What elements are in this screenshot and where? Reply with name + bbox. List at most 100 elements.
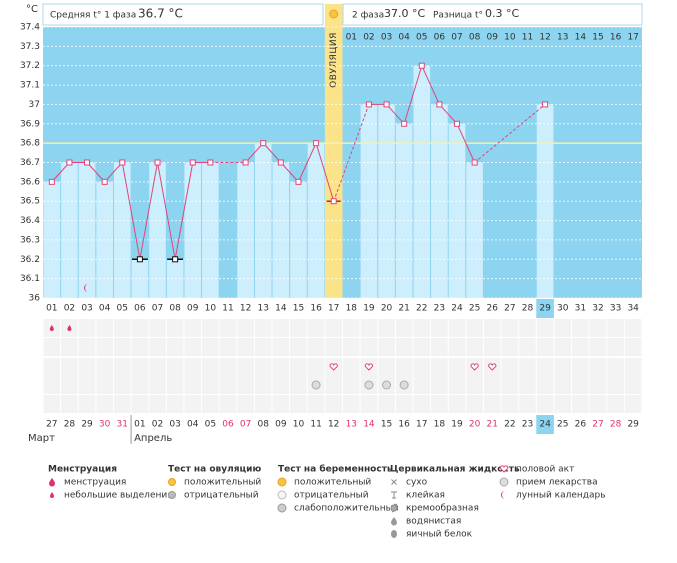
cycle-day-label: 07 [152,304,163,314]
temperature-line [439,104,458,125]
event-cell [360,319,378,337]
test-icon [277,503,287,513]
event-cell [96,395,113,413]
temperature-point [242,159,249,166]
y-tick-label: 36.8 [20,139,40,149]
event-cell [254,376,272,394]
y-tick-label: 36.1 [20,274,40,284]
event-cell [131,338,149,356]
phase2-day-label: 17 [627,33,638,43]
event-cell [483,338,501,356]
event-cell [607,395,624,413]
cycle-day-label: 16 [310,304,322,314]
cycle-day-label: 02 [64,304,75,314]
event-cell [519,358,536,376]
event-cell [501,319,519,337]
cycle-day-label: 11 [222,304,233,314]
event-cell [78,338,96,356]
legend-item: небольшие выделения [64,491,173,501]
y-tick-label: 36.3 [20,235,40,245]
event-cell [96,338,113,356]
drop-icon [49,325,54,331]
legend-item: клейкая [406,491,445,501]
drop-icon [67,325,72,331]
event-cell [307,338,325,356]
temperature-point [66,159,73,166]
date-label: 10 [293,420,305,430]
drop-icon [49,478,55,487]
cycle-day-label: 17 [328,304,339,314]
current-day-highlight [536,299,554,318]
event-cell [607,376,624,394]
event-cell [536,376,554,394]
event-cell [501,395,519,413]
legend-item: лунный календарь [516,491,606,501]
date-label: 23 [522,420,533,430]
date-label: 03 [169,420,180,430]
event-cell [572,358,589,376]
event-cell [184,358,202,376]
cycle-day-label: 30 [557,304,569,314]
event-cell [554,395,572,413]
temperature-point [119,159,126,166]
ovulation-label: ОВУЛЯЦИЯ [329,32,339,88]
phase2-day-label: 09 [487,33,499,43]
legend-item: половой акт [516,465,574,475]
legend-item: положительный [294,478,371,488]
temperature-point [101,178,108,185]
cycle-day-label: 27 [504,304,515,314]
event-cell [395,338,413,356]
event-cell [202,395,219,413]
event-cell [113,358,131,376]
y-tick-label: 36.7 [20,158,40,168]
temperature-point [189,159,196,166]
event-cell [413,358,431,376]
phase2-day-label: 12 [539,33,550,43]
event-cell [448,319,466,337]
date-label: 13 [346,420,357,430]
heart-icon [329,363,338,371]
date-label: 20 [469,420,481,430]
event-cell [290,376,307,394]
cycle-day-label: 23 [434,304,445,314]
legend-item: кремообразная [406,504,479,514]
event-cell [272,376,290,394]
event-cell [307,395,325,413]
temperature-point [136,256,143,263]
event-cell [624,395,642,413]
event-cell [343,358,360,376]
temperature-line [333,104,370,202]
y-tick-label: 36 [29,294,41,304]
temperature-line [280,162,299,183]
event-cell [43,338,61,356]
legend-item: слабоположительный [294,504,399,514]
pill-icon [499,477,509,487]
y-tick-label: 37.1 [20,81,40,91]
temperature-point [260,140,267,147]
diff-label: Разница t° [433,11,483,21]
temperature-point [295,178,302,185]
cycle-day-label: 19 [363,304,375,314]
event-cell [43,358,61,376]
phase2-box [342,3,643,26]
temperature-point [154,159,161,166]
pill-icon [364,380,374,390]
phase2-day-label: 11 [522,33,533,43]
event-cell [378,395,395,413]
date-label: 27 [46,420,57,430]
event-cell [395,395,413,413]
event-cell [307,358,325,376]
event-cell [113,395,131,413]
cycle-day-label: 13 [257,304,268,314]
event-cell [536,338,554,356]
temperature-point [471,159,478,166]
event-cell [237,319,254,337]
event-cell [607,358,624,376]
date-label: 25 [557,420,568,430]
temperature-point [330,198,337,205]
event-cell [131,376,149,394]
event-cell [290,319,307,337]
event-cell [431,395,448,413]
ovulation-sun [329,9,339,19]
current-date-highlight [536,415,554,434]
